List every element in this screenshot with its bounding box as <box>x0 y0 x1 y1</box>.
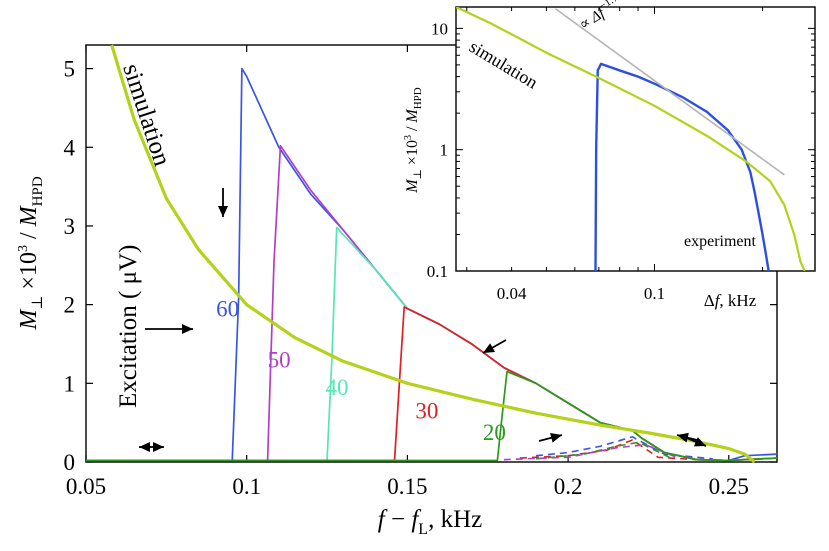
x-axis-label: f − fL, kHz <box>378 506 482 538</box>
dashed-response-line <box>535 435 713 460</box>
inset-x-tick-label: 0.1 <box>644 284 665 303</box>
x-tick-label: 0.1 <box>232 474 261 499</box>
double-arrow-right-head <box>153 442 164 452</box>
dashed-response-line <box>519 439 697 461</box>
y-axis-label: M⊥ ×103 / MHPD <box>16 176 46 331</box>
downward-arrow-head <box>218 206 228 217</box>
double-arrow-left-head <box>139 442 150 452</box>
double-arrow-2-left-head <box>677 432 689 443</box>
inset-series-line-experiment <box>594 62 770 271</box>
series-label-30: 30 <box>415 399 438 424</box>
x-tick-label: 0.25 <box>709 474 749 499</box>
return-arrow-head <box>483 343 496 353</box>
y-tick-label: 0 <box>64 450 76 475</box>
y-tick-label: 5 <box>64 57 76 82</box>
simulation-annotation: simulation <box>117 61 175 170</box>
x-tick-label: 0.05 <box>66 474 106 499</box>
series-label-60: 60 <box>216 296 239 321</box>
x-tick-label: 0.2 <box>554 474 583 499</box>
inset-series-group <box>456 7 806 271</box>
y-tick-label: 1 <box>64 371 76 396</box>
dashed-sweep-arrow-head <box>550 432 562 443</box>
series-label-50: 50 <box>268 348 291 373</box>
inset-series-line-simulation <box>456 7 806 271</box>
inset-experiment-annotation: experiment <box>684 233 757 250</box>
x-tick-label: 0.15 <box>387 474 427 499</box>
y-tick-label: 4 <box>64 135 76 160</box>
series-line-simulation <box>110 44 756 464</box>
inset-y-tick-label: 1 <box>440 141 449 160</box>
inset-x-tick-label: 0.04 <box>497 284 527 303</box>
excitation-annotation: Excitation ( μV) <box>115 245 142 408</box>
inset-y-axis-label: M⊥ ×103 / MHPD <box>403 87 424 194</box>
inset-series-line-power-law <box>555 8 785 176</box>
series-label-40: 40 <box>325 375 348 400</box>
double-arrow-2-right-head <box>693 437 706 447</box>
dashed-response-line <box>503 443 681 461</box>
series-label-20: 20 <box>483 420 506 445</box>
y-tick-label: 3 <box>64 214 76 239</box>
y-tick-label: 2 <box>64 293 76 318</box>
excitation-arrow-head <box>182 324 193 334</box>
inset-y-tick-label: 0.1 <box>427 262 448 281</box>
inset-frame <box>455 6 816 272</box>
inset-y-tick-label: 10 <box>431 19 448 38</box>
inset-x-axis-label: Δf, kHz <box>704 291 757 310</box>
